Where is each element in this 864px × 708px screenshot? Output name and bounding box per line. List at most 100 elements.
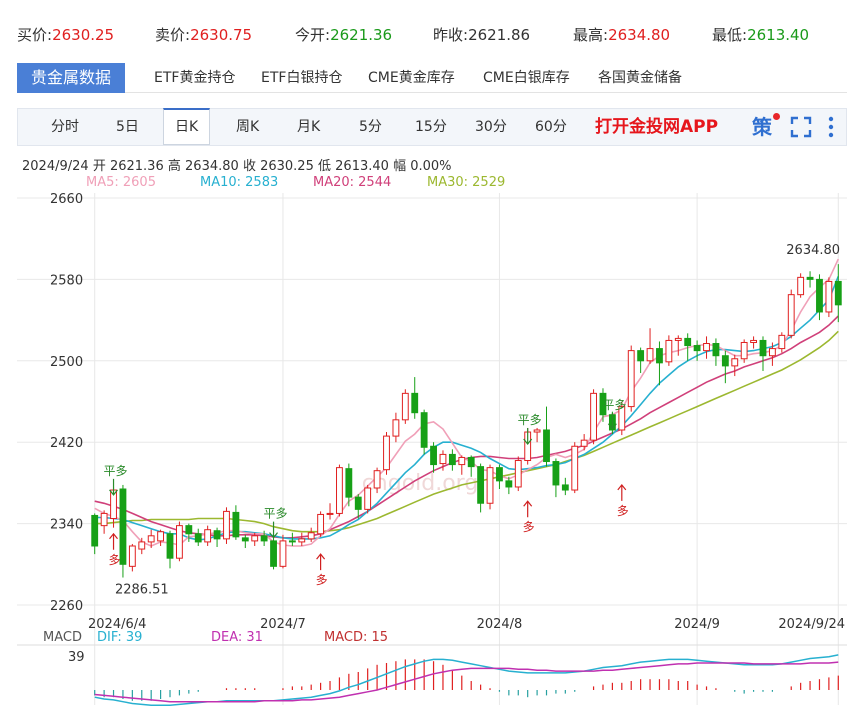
period-30min[interactable]: 30分 — [475, 119, 507, 135]
quote-label: 卖价: — [155, 26, 191, 44]
candle-body — [448, 453, 456, 466]
candle-body — [533, 429, 541, 433]
candle — [157, 529, 165, 546]
candle — [279, 534, 287, 569]
candle — [354, 494, 362, 519]
candle — [712, 338, 720, 366]
candle-body — [477, 466, 485, 504]
more-vertical-icon[interactable] — [826, 109, 836, 145]
candle-body — [514, 460, 522, 488]
tab-gold-reserves[interactable]: 各国黄金储备 — [598, 70, 682, 86]
candle — [392, 412, 400, 443]
x-tick-label: 2024/8 — [477, 617, 523, 632]
macd-title: MACD — [43, 630, 82, 645]
candle — [430, 442, 437, 473]
macd-y-label: 39 — [68, 650, 85, 665]
candle-body — [401, 392, 409, 421]
up-arrow-icon — [523, 500, 533, 518]
quote-value: 2634.80 — [608, 26, 671, 44]
period-15min[interactable]: 15分 — [415, 119, 447, 135]
candle-body — [100, 512, 108, 527]
y-tick-label: 2260 — [50, 599, 83, 614]
tab-cme-silver[interactable]: CME白银库存 — [483, 70, 570, 86]
up-arrow-icon — [109, 532, 118, 550]
close-long-label: 平多 — [104, 464, 128, 478]
candle — [326, 503, 334, 520]
watermark-text: cngold.org — [362, 471, 479, 496]
long-label: 多 — [617, 504, 629, 518]
candle-body — [496, 467, 503, 482]
candle-body — [251, 535, 259, 542]
candle — [373, 467, 381, 494]
candle-body — [543, 429, 550, 463]
candle-body — [307, 532, 315, 540]
period-monthly[interactable]: 月K — [297, 119, 321, 135]
fullscreen-icon[interactable] — [790, 109, 812, 145]
candle-body — [834, 280, 842, 306]
down-arrow-icon — [607, 412, 617, 430]
candle-body — [260, 535, 268, 542]
candle — [307, 527, 315, 542]
strategy-icon[interactable]: 策 — [752, 115, 772, 139]
candle-body — [439, 453, 447, 465]
candle-body — [458, 456, 466, 466]
candle — [251, 532, 259, 546]
candle — [467, 455, 475, 477]
close-long-label: 平多 — [602, 398, 626, 412]
candle — [223, 507, 230, 544]
quote-bar: 买价:2630.25 卖价:2630.75 今开:2621.36 昨收:2621… — [0, 0, 864, 60]
data-tabs: 贵金属数据 ETF黄金持仓 ETF白银持仓 CME黄金库存 CME白银库存 各国… — [17, 63, 847, 93]
info-low: 2613.40 — [335, 159, 389, 174]
period-intraday[interactable]: 分时 — [51, 119, 79, 135]
candle — [213, 527, 221, 548]
period-5min[interactable]: 5分 — [359, 119, 382, 135]
period-60min[interactable]: 60分 — [535, 119, 567, 135]
candle — [364, 484, 372, 514]
ma5-line — [94, 258, 840, 547]
candle — [166, 530, 174, 569]
tab-etf-gold[interactable]: ETF黄金持仓 — [154, 70, 236, 86]
candle-body — [373, 470, 381, 489]
tab-precious-metals[interactable]: 贵金属数据 — [17, 63, 126, 93]
candle-body — [674, 337, 682, 341]
tab-cme-gold[interactable]: CME黄金库存 — [368, 70, 455, 86]
candle-body — [693, 345, 701, 352]
candle-body — [618, 406, 626, 431]
candle — [599, 388, 607, 422]
tab-etf-silver[interactable]: ETF白银持仓 — [261, 70, 343, 86]
candle-body — [176, 525, 183, 559]
notification-dot — [773, 113, 780, 120]
candle-body — [288, 540, 296, 543]
candle-body — [157, 531, 165, 542]
candle — [176, 521, 183, 562]
period-weekly[interactable]: 周K — [236, 119, 260, 135]
period-5day[interactable]: 5日 — [116, 119, 139, 135]
candle — [665, 335, 673, 366]
period-daily[interactable]: 日K — [163, 108, 211, 145]
candle — [439, 450, 447, 471]
candle — [260, 530, 268, 546]
long-label: 多 — [316, 573, 328, 587]
candle-body — [128, 545, 136, 567]
candle — [816, 274, 823, 321]
ohlc-info: 2024/9/24 开 2621.36 高 2634.80 收 2630.25 … — [22, 155, 452, 174]
candle — [514, 456, 522, 492]
close-long-label: 平多 — [264, 507, 288, 521]
candle — [496, 464, 503, 490]
x-tick-label: 2024/7 — [260, 617, 306, 632]
candle-body — [646, 348, 654, 362]
info-open: 2621.36 — [109, 159, 164, 174]
quote-label: 今开: — [295, 26, 331, 44]
candle-body — [656, 348, 663, 364]
candle-body — [185, 525, 193, 535]
candle-body — [326, 512, 334, 515]
candle-body — [816, 278, 823, 313]
candle-body — [336, 467, 343, 514]
candle — [721, 350, 729, 384]
fullscreen-glyph — [790, 116, 812, 138]
candle-body — [703, 343, 710, 352]
candle — [401, 389, 409, 424]
open-app-link[interactable]: 打开金投网APP — [595, 117, 719, 137]
candle — [270, 537, 277, 570]
